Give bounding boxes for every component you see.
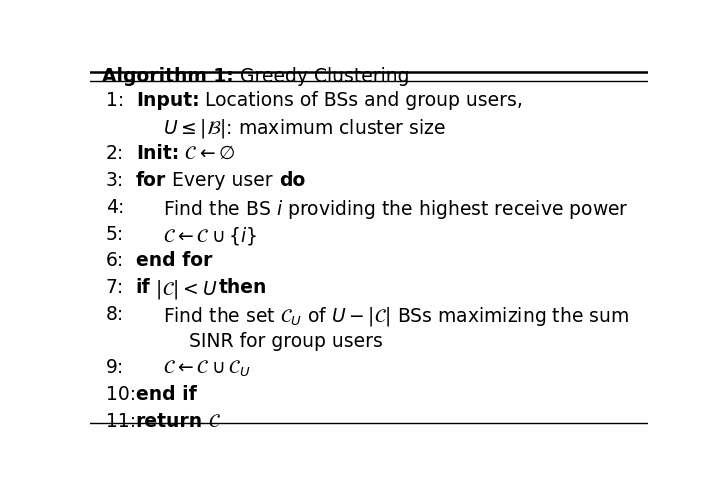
Text: 3:: 3: [106, 171, 124, 190]
Text: Every user: Every user [166, 171, 279, 190]
Text: 1:: 1: [106, 91, 124, 110]
Text: 2:: 2: [106, 144, 124, 163]
Text: 7:: 7: [106, 278, 124, 297]
Text: Init:: Init: [136, 144, 179, 163]
Text: $U \leq |\mathcal{B}|$: maximum cluster size: $U \leq |\mathcal{B}|$: maximum cluster … [163, 117, 445, 141]
Text: 8:: 8: [106, 305, 124, 324]
Text: $\mathcal{C}$: $\mathcal{C}$ [203, 412, 222, 431]
Text: 10:: 10: [106, 385, 136, 404]
Text: 9:: 9: [106, 358, 124, 377]
Text: Algorithm 1:: Algorithm 1: [102, 67, 234, 86]
Text: Find the BS $i$ providing the highest receive power: Find the BS $i$ providing the highest re… [163, 198, 629, 221]
Text: if: if [136, 278, 150, 297]
Text: then: then [218, 278, 266, 297]
Text: return: return [136, 412, 203, 431]
Text: end if: end if [136, 385, 197, 404]
Text: end for: end for [136, 251, 212, 270]
Text: $\mathcal{C} \leftarrow \emptyset$: $\mathcal{C} \leftarrow \emptyset$ [179, 144, 235, 163]
Text: 5:: 5: [106, 225, 124, 243]
Text: Greedy Clustering: Greedy Clustering [234, 67, 410, 86]
Text: Input:: Input: [136, 91, 199, 110]
Text: $\mathcal{C} \leftarrow \mathcal{C} \cup \mathcal{C}_U$: $\mathcal{C} \leftarrow \mathcal{C} \cup… [163, 358, 250, 379]
Text: $\mathcal{C} \leftarrow \mathcal{C} \cup \{i\}$: $\mathcal{C} \leftarrow \mathcal{C} \cup… [163, 225, 256, 247]
Text: 4:: 4: [106, 198, 124, 217]
Text: Find the set $\mathcal{C}_U$ of $U - |\mathcal{C}|$ BSs maximizing the sum: Find the set $\mathcal{C}_U$ of $U - |\m… [163, 305, 629, 328]
Text: for: for [136, 171, 166, 190]
Text: Locations of BSs and group users,: Locations of BSs and group users, [199, 91, 523, 110]
Text: SINR for group users: SINR for group users [189, 332, 383, 351]
Text: 11:: 11: [106, 412, 136, 431]
Text: $|\mathcal{C}| < U$: $|\mathcal{C}| < U$ [150, 278, 218, 301]
Text: 6:: 6: [106, 251, 124, 270]
Text: do: do [279, 171, 305, 190]
